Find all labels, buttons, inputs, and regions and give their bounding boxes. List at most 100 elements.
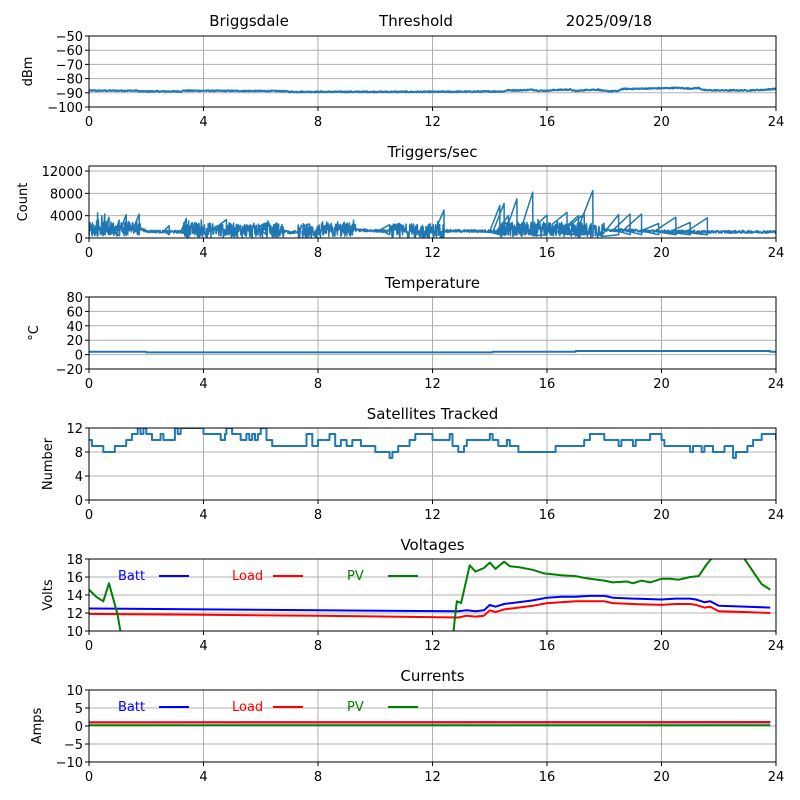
x-tick-label: 16 (539, 508, 556, 523)
station-name: Briggsdale (209, 12, 289, 30)
chart-voltages: Batt Load PV 0 4 8 12 16 20 24 10 12 14 16 18 Volts Volt… (41, 536, 784, 654)
y-tick-label: 18 (66, 553, 83, 568)
chart-threshold: 0 4 8 12 16 20 24 −100−90−80−70−60−50 dBm (21, 30, 784, 130)
y-tick-label: 10 (66, 625, 83, 640)
mode-label: Threshold (378, 12, 453, 30)
y-tick-label: 4000 (50, 210, 83, 225)
x-tick-label: 24 (768, 377, 785, 392)
x-tick-label: 8 (314, 115, 322, 130)
y-tick-label: 80 (66, 291, 83, 306)
legend-item-pv: PV (347, 700, 418, 715)
x-tick-label: 0 (85, 508, 93, 523)
x-tick-label: 4 (199, 508, 207, 523)
y-axis: 0 4 8 12 (66, 422, 89, 509)
x-tick-label: 20 (653, 770, 670, 785)
chart-title: Satellites Tracked (367, 405, 498, 423)
chart-triggers: 0 4 8 12 16 20 24 0 4000 8000 12000 Count Triggers/s… (16, 143, 784, 261)
legend: Batt Load PV (118, 700, 418, 715)
x-tick-label: 16 (539, 377, 556, 392)
date-label: 2025/09/18 (566, 12, 652, 30)
series-group (89, 189, 776, 238)
chart-title: Voltages (400, 536, 464, 554)
x-tick-label: 12 (424, 639, 441, 654)
legend-item-load: Load (232, 569, 303, 584)
x-axis: 0 4 8 12 16 20 24 (85, 500, 784, 523)
y-tick-label: 12 (66, 422, 83, 437)
y-tick-label: −50 (56, 30, 83, 45)
series-line-batt (89, 594, 771, 613)
x-tick-label: 8 (314, 246, 322, 261)
x-axis: 0 4 8 12 16 20 24 (85, 631, 784, 654)
series-group (89, 559, 771, 631)
series-line-pv (89, 559, 771, 631)
legend-item-pv: PV (347, 569, 418, 584)
x-tick-label: 12 (424, 246, 441, 261)
x-tick-label: 0 (85, 246, 93, 261)
y-tick-label: 12000 (42, 165, 83, 180)
x-tick-label: 16 (539, 770, 556, 785)
y-axis: −100−90−80−70−60−50 (47, 30, 89, 116)
legend-label: Batt (118, 569, 145, 584)
y-tick-label: 4 (75, 470, 83, 485)
y-axis-label: Number (41, 437, 56, 490)
x-tick-label: 12 (424, 770, 441, 785)
x-axis: 0 4 8 12 16 20 24 (85, 762, 784, 785)
y-tick-label: 16 (66, 571, 83, 586)
y-tick-label: −70 (56, 58, 83, 73)
y-tick-label: 12 (66, 607, 83, 622)
y-tick-label: 0 (75, 494, 83, 509)
chart-title: Triggers/sec (387, 143, 478, 161)
x-tick-label: 0 (85, 639, 93, 654)
y-tick-label: −20 (56, 363, 83, 378)
y-axis-label: Amps (30, 707, 45, 744)
x-tick-label: 8 (314, 508, 322, 523)
chart-title: Currents (400, 667, 464, 685)
x-tick-label: 4 (199, 377, 207, 392)
x-tick-label: 24 (768, 508, 785, 523)
chart-satellites: 0 4 8 12 16 20 24 0 4 8 12 Number Satellites Tracked (41, 405, 784, 523)
legend-label: Load (232, 569, 263, 584)
x-tick-label: 20 (653, 639, 670, 654)
y-tick-label: 8 (75, 446, 83, 461)
y-tick-label: 60 (66, 305, 83, 320)
y-axis: 10 12 14 16 18 (66, 553, 89, 640)
x-tick-label: 24 (768, 770, 785, 785)
y-tick-label: 40 (66, 320, 83, 335)
chart-title: Temperature (384, 274, 480, 292)
x-tick-label: 24 (768, 115, 785, 130)
x-tick-label: 8 (314, 639, 322, 654)
y-tick-label: −5 (64, 738, 83, 753)
x-tick-label: 16 (539, 115, 556, 130)
x-tick-label: 16 (539, 639, 556, 654)
series-group (89, 350, 776, 354)
series-group (89, 721, 771, 727)
legend-item-batt: Batt (118, 569, 189, 584)
y-tick-label: 10 (66, 684, 83, 699)
legend-item-batt: Batt (118, 700, 189, 715)
series-group (89, 428, 776, 459)
x-tick-label: 12 (424, 377, 441, 392)
legend-label: Batt (118, 700, 145, 715)
y-axis-label: Count (16, 183, 31, 222)
y-tick-label: −100 (47, 101, 83, 116)
series-group (89, 86, 776, 94)
x-tick-label: 20 (653, 377, 670, 392)
series-line-satellites (89, 428, 776, 459)
x-tick-label: 24 (768, 246, 785, 261)
y-axis: −10 −5 0 5 10 (56, 684, 89, 771)
series-line-threshold (89, 86, 776, 94)
x-tick-label: 24 (768, 639, 785, 654)
y-axis: 0 4000 8000 12000 (42, 165, 89, 247)
x-tick-label: 20 (653, 508, 670, 523)
x-tick-label: 16 (539, 246, 556, 261)
series-line-temperature (89, 350, 776, 354)
x-tick-label: 4 (199, 246, 207, 261)
x-tick-label: 4 (199, 115, 207, 130)
y-tick-label: 5 (75, 702, 83, 717)
x-tick-label: 12 (424, 115, 441, 130)
legend-label: Load (232, 700, 263, 715)
x-tick-label: 4 (199, 770, 207, 785)
y-tick-label: 14 (66, 589, 83, 604)
